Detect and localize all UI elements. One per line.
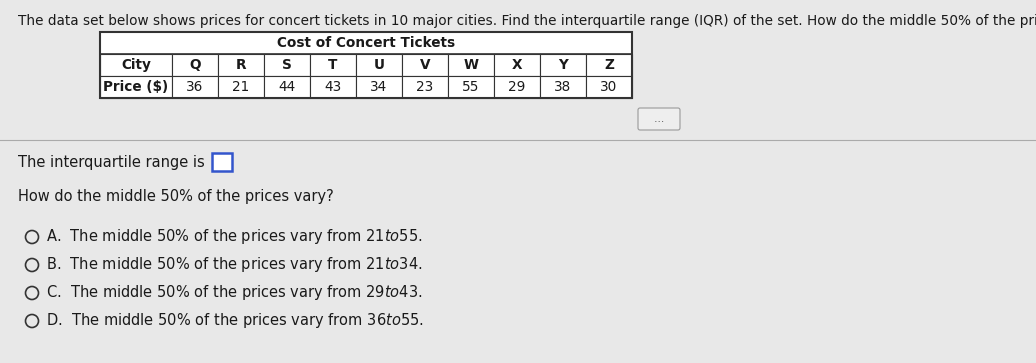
Text: Y: Y [558,58,568,72]
Text: A.  The middle 50% of the prices vary from $21 to $55.: A. The middle 50% of the prices vary fro… [47,228,423,246]
Bar [100,32,632,54]
Text: 44: 44 [279,80,295,94]
Text: 21: 21 [232,80,250,94]
Text: C.  The middle 50% of the prices vary from $29 to $43.: C. The middle 50% of the prices vary fro… [47,284,423,302]
Text: B.  The middle 50% of the prices vary from $21 to $34.: B. The middle 50% of the prices vary fro… [47,256,423,274]
Bar [356,76,402,98]
Bar [448,54,494,76]
Bar [310,54,356,76]
Bar [172,76,218,98]
Text: 43: 43 [324,80,342,94]
Bar [100,76,172,98]
Text: Cost of Concert Tickets: Cost of Concert Tickets [277,36,455,50]
Bar [264,76,310,98]
Bar [540,76,586,98]
Bar [494,76,540,98]
Text: S: S [282,58,292,72]
Text: 36: 36 [186,80,204,94]
Bar [356,54,402,76]
Bar [218,54,264,76]
Text: City: City [121,58,151,72]
Text: R: R [236,58,247,72]
Bar [402,76,448,98]
Bar [212,153,232,171]
Text: Price ($): Price ($) [104,80,169,94]
Text: U: U [374,58,384,72]
Bar [100,54,172,76]
Bar [100,32,632,98]
Text: V: V [420,58,430,72]
Text: 30: 30 [601,80,617,94]
Text: The data set below shows prices for concert tickets in 10 major cities. Find the: The data set below shows prices for conc… [18,14,1036,28]
Bar [494,54,540,76]
FancyBboxPatch shape [638,108,680,130]
Bar [310,76,356,98]
Text: Q: Q [190,58,201,72]
Bar [586,54,632,76]
Bar [586,76,632,98]
Text: X: X [512,58,522,72]
Text: Z: Z [604,58,614,72]
Text: How do the middle 50% of the prices vary?: How do the middle 50% of the prices vary… [18,189,334,204]
Text: …: … [654,114,664,124]
Text: D.  The middle 50% of the prices vary from $36 to $55.: D. The middle 50% of the prices vary fro… [47,311,425,330]
Text: 23: 23 [416,80,434,94]
Text: The interquartile range is: The interquartile range is [18,155,205,170]
Bar [448,76,494,98]
Text: 29: 29 [509,80,525,94]
Bar [172,54,218,76]
Text: 38: 38 [554,80,572,94]
Text: W: W [463,58,479,72]
Text: 55: 55 [462,80,480,94]
Bar [540,54,586,76]
Bar [218,76,264,98]
Bar [264,54,310,76]
Bar [402,54,448,76]
Text: 34: 34 [371,80,387,94]
Text: T: T [328,58,338,72]
